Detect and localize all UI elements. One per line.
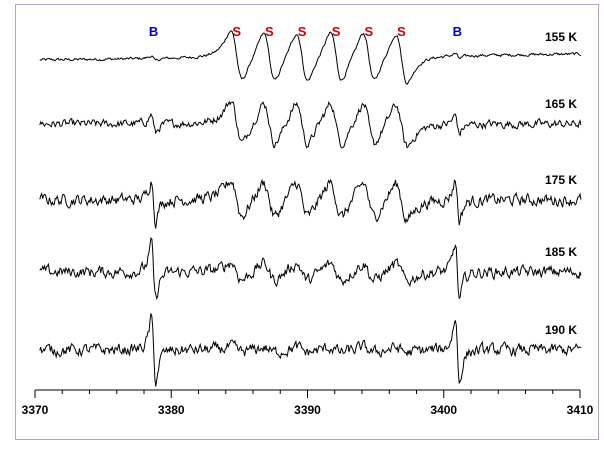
x-tick-label-1: 3380 xyxy=(158,403,185,417)
peak-marker-s-4: S xyxy=(332,24,341,39)
peak-marker-b-7: B xyxy=(453,24,462,39)
temperature-label-3: 185 K xyxy=(545,245,577,259)
temperature-labels: 155 K 165 K 175 K 185 K 190 K xyxy=(545,30,577,337)
peak-marker-s-5: S xyxy=(364,24,373,39)
peak-marker-s-2: S xyxy=(265,24,274,39)
peak-marker-s-6: S xyxy=(397,24,406,39)
x-axis: 3370 3380 3390 3400 3410 xyxy=(22,389,594,417)
x-tick-label-3: 3400 xyxy=(430,403,457,417)
temperature-label-4: 190 K xyxy=(545,323,577,337)
x-tick-label-0: 3370 xyxy=(22,403,49,417)
spectrum-traces xyxy=(39,30,582,387)
chart-frame xyxy=(15,4,599,440)
spectrum-trace-165k xyxy=(39,100,582,149)
spectrum-trace-190k xyxy=(39,313,582,387)
x-tick-label-4: 3410 xyxy=(567,403,594,417)
peak-marker-b-0: B xyxy=(149,24,158,39)
x-tick-label-2: 3390 xyxy=(294,403,321,417)
temperature-label-2: 175 K xyxy=(545,173,577,187)
temperature-label-1: 165 K xyxy=(545,97,577,111)
spectrum-trace-185k xyxy=(39,236,582,301)
peak-marker-s-1: S xyxy=(232,24,241,39)
spectrum-trace-175k xyxy=(39,178,582,229)
spectrum-trace-155k xyxy=(39,30,582,86)
peak-marker-s-3: S xyxy=(298,24,307,39)
temperature-label-0: 155 K xyxy=(545,30,577,44)
